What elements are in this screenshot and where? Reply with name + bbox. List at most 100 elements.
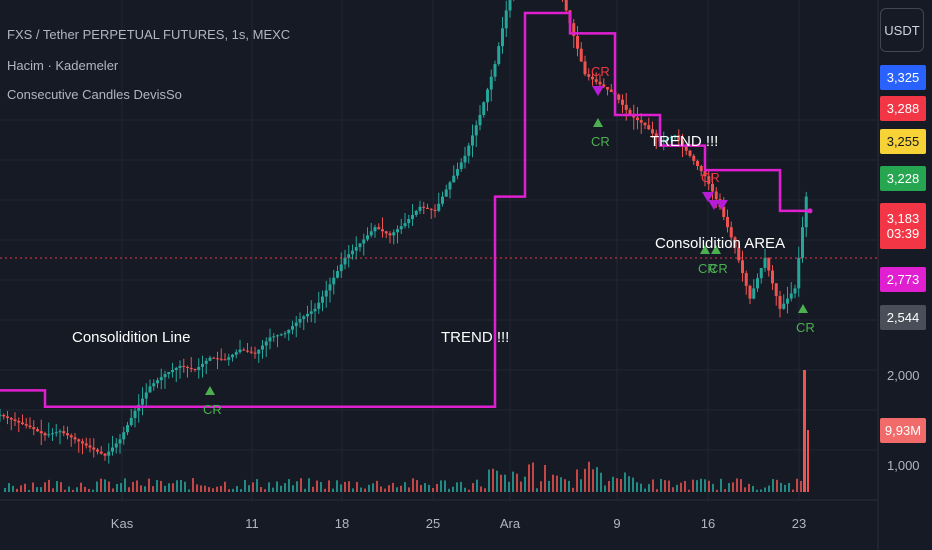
volume-bar: [20, 485, 22, 492]
symbol-title[interactable]: FXS / Tether PERPETUAL FUTURES, 1s, MEXC: [7, 27, 291, 42]
volume-bar: [356, 481, 358, 492]
candle-body: [467, 145, 471, 156]
candle-body: [212, 357, 216, 359]
volume-bar: [744, 487, 746, 492]
volume-bar: [224, 481, 226, 492]
volume-bar: [800, 480, 802, 492]
candle-body: [478, 115, 482, 126]
time-tick-25: 25: [425, 516, 441, 531]
volume-bar: [552, 474, 554, 492]
candle-body: [328, 284, 332, 291]
candle-body: [711, 183, 714, 192]
candle-body: [152, 383, 156, 387]
candle-body: [583, 61, 587, 75]
candle-body: [756, 278, 759, 289]
volume-bar: [488, 469, 490, 492]
candle-body: [504, 10, 508, 29]
volume-bar: [328, 480, 330, 492]
candle-body: [759, 268, 763, 279]
volume-bar: [188, 489, 190, 492]
volume-bar: [152, 486, 154, 492]
volume-bar: [468, 489, 470, 492]
candle-body: [587, 74, 591, 77]
candle-body: [647, 125, 651, 130]
volume-bar: [612, 476, 614, 492]
candle-body: [118, 439, 122, 444]
volume-bar: [768, 485, 770, 492]
volume-bar: [184, 481, 186, 492]
volume-bar: [572, 487, 574, 492]
indicator-consecutive-label[interactable]: Consecutive Candles DevisSo: [7, 87, 182, 102]
volume-bar-spike: [803, 370, 806, 492]
price-tag-green: 3,228: [880, 166, 926, 191]
volume-bar: [792, 489, 794, 492]
candle-body: [238, 349, 242, 353]
candle-body: [81, 441, 84, 444]
volume-bar: [648, 484, 650, 492]
volume-bar: [60, 482, 62, 492]
candle-body: [242, 349, 246, 351]
volume-bar: [160, 480, 162, 492]
candle-body: [403, 223, 407, 227]
volume-bar: [164, 485, 166, 492]
candle-body: [9, 417, 13, 420]
candle-body: [126, 425, 129, 433]
time-tick-16: 16: [700, 516, 716, 531]
volume-bar: [472, 483, 474, 492]
volume-bar: [564, 479, 566, 492]
candle-body: [336, 271, 339, 278]
volume-bar: [480, 486, 482, 492]
candle-body: [681, 140, 684, 146]
candle-body: [688, 150, 692, 156]
time-tick-18: 18: [334, 516, 350, 531]
candle-body: [17, 421, 21, 423]
volume-tag: 9,93M: [880, 418, 926, 443]
candle-body: [418, 206, 422, 211]
candle-body: [264, 341, 268, 346]
consolidation-end-dot: [807, 208, 813, 214]
annotation-trend-1: TREND !!!: [441, 329, 509, 346]
cr-down-label: CR: [591, 64, 610, 79]
candle-body: [628, 109, 632, 115]
cr-up-label: CR: [591, 134, 610, 149]
volume-bar: [528, 464, 530, 492]
currency-button[interactable]: USDT: [880, 8, 924, 52]
candle-body: [141, 398, 144, 405]
candle-body: [324, 290, 328, 297]
time-tick-ara: Ara: [499, 516, 521, 531]
volume-bar: [524, 476, 526, 492]
volume-bar: [364, 488, 366, 492]
candle-body: [729, 227, 733, 238]
volume-bar: [616, 478, 618, 492]
candle-body: [801, 227, 804, 258]
candle-body: [654, 133, 658, 138]
volume-bar: [592, 469, 594, 492]
candle-body: [482, 102, 486, 115]
volume-bar: [684, 480, 686, 492]
volume-bar: [460, 481, 462, 492]
volume-bar: [292, 485, 294, 492]
volume-bar: [212, 488, 214, 492]
candle-body: [306, 313, 309, 317]
volume-bar: [516, 473, 518, 492]
candle-body: [722, 206, 726, 217]
candle-body: [591, 76, 594, 80]
candle-body: [579, 48, 583, 62]
volume-bar: [452, 486, 454, 492]
indicator-volume-label[interactable]: Hacim · Kademeler: [7, 58, 119, 73]
volume-bar: [264, 489, 266, 492]
volume-bar: [588, 461, 590, 492]
volume-bar: [296, 481, 298, 492]
volume-bar: [208, 487, 210, 492]
volume-bar: [544, 464, 546, 492]
volume-bar: [508, 481, 510, 492]
candle-body: [684, 145, 688, 151]
volume-bar: [652, 479, 654, 492]
candle-body: [381, 229, 384, 232]
volume-bar: [112, 488, 114, 492]
volume-bar: [268, 482, 270, 492]
price-tag-gray: 2,544: [880, 305, 926, 330]
volume-bar: [776, 479, 778, 492]
